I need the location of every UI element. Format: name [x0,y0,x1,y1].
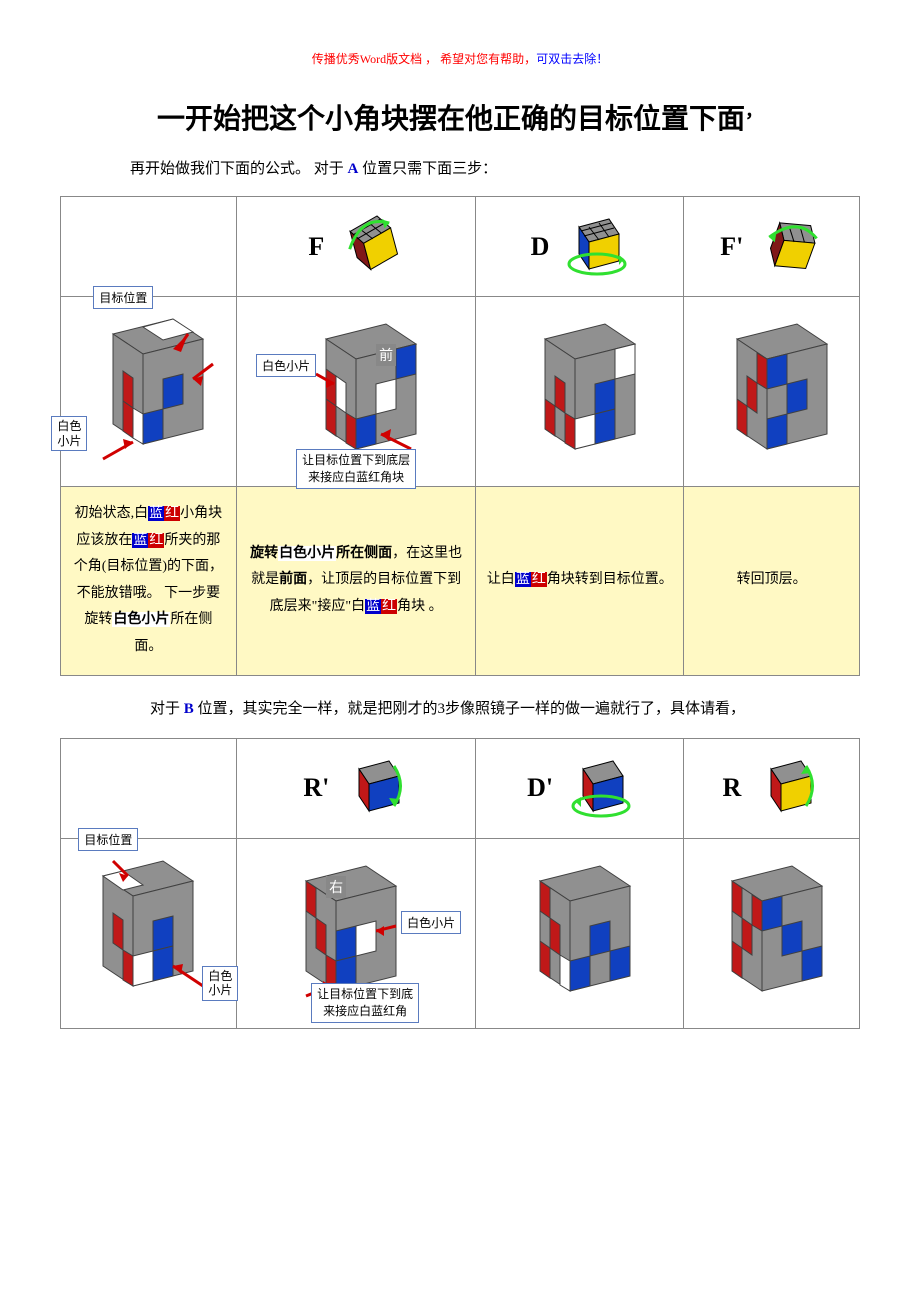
callout-note-b2: 让目标位置下到底 来接应白蓝红角 [311,983,419,1023]
callout-white-a2: 白色小片 [256,354,316,377]
wm-prefix: 传播优秀 [312,52,360,66]
mid-position-b: B [184,701,194,717]
header-watermark: 传播优秀Word版文档 ， 希望对您有帮助，可双击去除！ [60,50,860,67]
cube-b1-wrap: 目标位置 白色 小片 [73,846,223,1021]
cube-b1-svg [73,846,223,1016]
cube-row-b: 目标位置 白色 小片 [61,838,860,1028]
wm-suffix: 可双击去除！ [536,52,608,66]
cube-icon-r [751,751,821,826]
cube-icon-f [334,209,404,284]
face-front-label: 前 [376,344,396,366]
cube-a3-svg [505,314,655,464]
cube-a1-wrap: 目标位置 [73,304,223,479]
cube-a2-svg [276,314,436,464]
desc-a2: 旋转白色小片所在侧面，在这里也就是前面，让顶层的目标位置下到底层来"接应"白蓝红… [236,487,476,676]
cube-b2-wrap: 右 白色小片 让目标位置下到底 来接应白蓝红角 [276,856,436,1011]
desc-a4: 转回顶层。 [684,487,860,676]
title-punct: ， [745,101,763,121]
cube-row-a: 目标位置 [61,297,860,487]
cube-icon-fp [753,209,823,284]
mid-after: 位置，其实完全一样，就是把刚才的3步像照镜子一样的做一遍就行了，具体请看， [194,701,745,717]
callout-target-a1: 目标位置 [93,286,153,309]
steps-table-a: F D [60,196,860,676]
intro-paragraph: 再开始做我们下面的公式。 对于 A 位置只需下面三步： [130,157,860,181]
callout-note-a2: 让目标位置下到底层 来接应白蓝红角块 [296,449,416,489]
title-text: 一开始把这个小角块摆在他正确的目标位置下面 [157,103,745,134]
desc-a1: 初始状态,白蓝红小角块应该放在蓝红所夹的那个角(目标位置)的下面，不能放错哦。 … [61,487,237,676]
face-right-label: 右 [326,876,346,898]
intro-position-a: A [348,161,359,177]
callout-white-b1: 白色 小片 [202,966,238,1001]
desc-row-a: 初始状态,白蓝红小角块应该放在蓝红所夹的那个角(目标位置)的下面，不能放错哦。 … [61,487,860,676]
callout-target-b1: 目标位置 [78,828,138,851]
move-row-a: F D [61,197,860,297]
move-label-r: R [722,773,741,803]
move-row-b: R' D' R [61,738,860,838]
callout-white-a1: 白色 小片 [51,416,87,451]
wm-mid: 版文档 ， 希望对您有帮助， [386,52,536,66]
wm-word: Word [360,52,386,66]
move-label-dp: D' [527,773,553,803]
cube-icon-d [559,209,629,284]
cube-icon-rp [339,751,409,826]
cube-icon-dp [563,751,633,826]
intro-before: 再开始做我们下面的公式。 对于 [130,161,348,177]
move-label-fp: F' [720,232,743,262]
move-label-d: D [531,232,550,262]
desc-a3: 让白蓝红角块转到目标位置。 [476,487,684,676]
move-label-f: F [308,232,324,262]
page-title: 一开始把这个小角块摆在他正确的目标位置下面， [60,97,860,137]
callout-white-b2: 白色小片 [401,911,461,934]
cube-a2-wrap: 白色小片 前 让目标位置下到底层 来接应白蓝红角块 [276,314,436,469]
mid-before: 对于 [150,701,184,717]
intro-after: 位置只需下面三步： [358,161,497,177]
cube-b4-svg [702,856,842,1006]
mid-paragraph: 对于 B 位置，其实完全一样，就是把刚才的3步像照镜子一样的做一遍就行了，具体请… [150,696,830,723]
cube-a4-svg [702,314,842,464]
cube-b3-svg [505,856,655,1006]
steps-table-b: R' D' R [60,738,860,1029]
move-label-rp: R' [303,773,329,803]
cube-a1-svg [73,304,223,474]
